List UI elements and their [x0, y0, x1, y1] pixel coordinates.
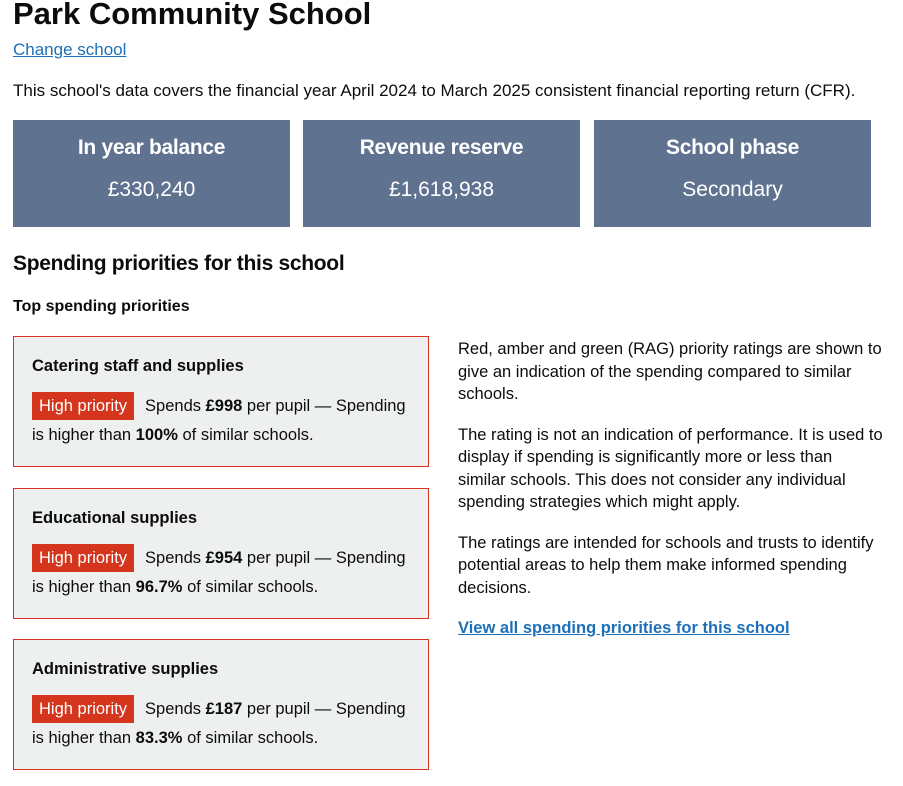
priority-name: Catering staff and supplies [32, 357, 244, 375]
spends-text: Spends [145, 700, 201, 718]
view-all-priorities-link[interactable]: View all spending priorities for this sc… [458, 619, 790, 637]
spends-text: of similar schools. [182, 426, 314, 444]
tile-value: £1,618,938 [388, 178, 495, 201]
in-year-balance-tile: In year balance £330,240 [13, 120, 290, 227]
spends-text: of similar schools. [187, 578, 319, 596]
spends-text: per pupil — Spending is higher than [32, 549, 406, 596]
tile-title: School phase [666, 136, 799, 159]
spends-text: Spends [145, 549, 201, 567]
info-paragraph: The rating is not an indication of perfo… [458, 425, 883, 512]
spends-text: Spends [145, 397, 201, 415]
high-priority-tag: High priority [32, 695, 135, 723]
priority-card: Catering staff and supplies High priorit… [13, 336, 429, 467]
tile-title: In year balance [77, 136, 226, 159]
change-school-link[interactable]: Change school [13, 40, 127, 59]
tile-value: £330,240 [107, 178, 196, 201]
rag-info: Red, amber and green (RAG) priority rati… [458, 338, 883, 640]
data-coverage-text: This school's data covers the financial … [13, 81, 856, 100]
percent: 96.7% [135, 578, 183, 596]
priority-card: Administrative supplies High priority Spe… [13, 639, 429, 770]
section-subtitle: Top spending priorities [13, 298, 190, 315]
info-paragraph: Red, amber and green (RAG) priority rati… [458, 340, 882, 403]
high-priority-tag: High priority [32, 392, 135, 420]
amount: £187 [205, 700, 243, 718]
spends-text: per pupil — Spending is higher than [32, 397, 406, 444]
info-paragraph: The ratings are intended for schools and… [458, 533, 874, 597]
tile-value: Secondary [682, 178, 783, 201]
amount: £954 [205, 549, 243, 567]
percent: 83.3% [135, 729, 183, 747]
amount: £998 [205, 397, 243, 415]
section-title: Spending priorities for this school [13, 252, 345, 275]
priority-name: Educational supplies [32, 509, 198, 527]
priority-card: Educational supplies High priority Spends… [13, 488, 429, 619]
tile-title: Revenue reserve [359, 136, 524, 159]
school-phase-tile: School phase Secondary [594, 120, 871, 227]
high-priority-tag: High priority [32, 544, 135, 572]
percent: 100% [135, 426, 178, 444]
spends-text: of similar schools. [187, 729, 319, 747]
page-title: Park Community School [13, 0, 372, 31]
priority-name: Administrative supplies [32, 660, 219, 678]
spends-text: per pupil — Spending is higher than [32, 700, 406, 747]
revenue-reserve-tile: Revenue reserve £1,618,938 [303, 120, 580, 227]
